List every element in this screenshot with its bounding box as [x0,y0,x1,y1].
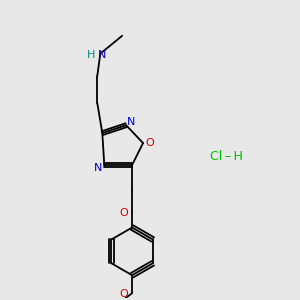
Text: N: N [127,117,135,127]
Text: N: N [94,163,103,173]
Text: H: H [87,50,96,60]
Text: O: O [120,208,128,218]
Text: O: O [120,289,128,299]
Text: Cl – H: Cl – H [210,151,242,164]
Text: O: O [146,138,154,148]
Text: N: N [98,50,106,60]
